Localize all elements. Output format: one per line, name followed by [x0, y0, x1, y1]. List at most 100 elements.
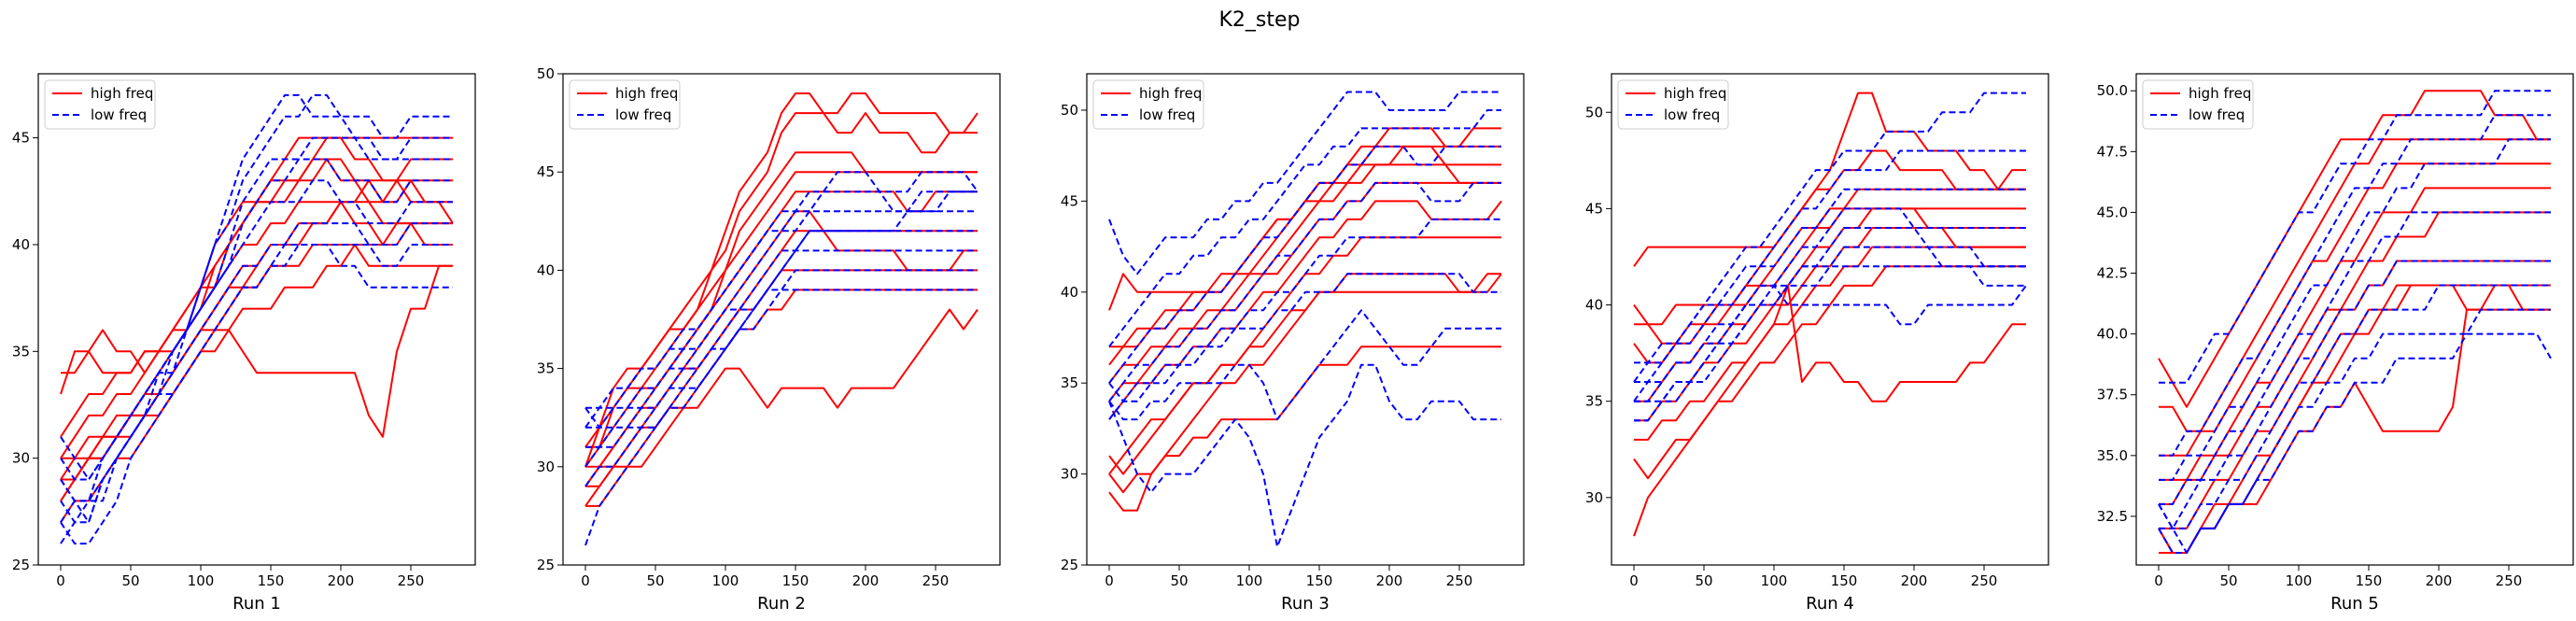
x-tick-label: 100 [188, 572, 215, 589]
high-freq-line-2 [1109, 145, 1501, 348]
y-tick-label: 30 [1061, 466, 1078, 483]
high-freq-line-2 [584, 112, 978, 468]
x-tick-label: 100 [1236, 572, 1263, 589]
high-freq-line-1 [61, 136, 453, 374]
axes-frame [1611, 73, 2049, 566]
axes-frame [1086, 73, 1525, 566]
x-tick-label: 200 [328, 572, 355, 589]
low-freq-line-16 [1108, 273, 1501, 402]
low-freq-line-16 [2158, 308, 2551, 554]
x-tick-label: 200 [1376, 572, 1403, 589]
x-tick-label: 250 [398, 572, 425, 589]
high-freq-line-10 [60, 264, 453, 523]
low-freq-line-14 [1634, 227, 2026, 422]
x-tick-label: 0 [2154, 572, 2163, 589]
y-tick-label: 45.0 [2097, 204, 2128, 220]
low-freq-line-15 [585, 249, 978, 448]
low-freq-line-12 [584, 191, 978, 429]
high-freq-line-9 [585, 289, 978, 487]
x-tick-label: 0 [1629, 572, 1639, 589]
figure-title: K2_step [1218, 8, 1300, 32]
y-tick-label: 35 [1585, 393, 1603, 410]
y-tick-label: 30 [1585, 489, 1603, 506]
low-freq-line-14 [60, 158, 453, 502]
y-tick-label: 40.0 [2097, 326, 2128, 343]
high-freq-line-9 [1108, 273, 1501, 475]
legend-high-label: high freq [615, 85, 678, 102]
x-tick-label: 150 [1306, 572, 1333, 589]
low-freq-line-16 [584, 269, 978, 468]
high-freq-line-8 [1633, 265, 2026, 480]
x-tick-label: 100 [712, 572, 739, 589]
y-tick-label: 25 [12, 557, 30, 573]
low-freq-line-15 [60, 179, 453, 481]
x-tick-label: 250 [1446, 572, 1473, 589]
high-freq-line-5 [61, 201, 453, 459]
low-freq-line-11 [1108, 91, 1501, 275]
legend-low-label: low freq [615, 106, 671, 123]
y-tick-label: 47.5 [2097, 143, 2128, 160]
high-freq-line-8 [2159, 284, 2551, 554]
x-tick-label: 250 [922, 572, 950, 589]
series-group [2158, 90, 2552, 554]
low-freq-line-10 [2159, 90, 2551, 384]
y-tick-label: 40 [537, 261, 555, 278]
x-axis-label: Run 5 [2330, 594, 2379, 614]
low-freq-line-15 [1108, 218, 1501, 420]
subplot-run-4: 0 50 100 150 200 250 30 35 40 45 50 Run 4 high freq l… [1585, 73, 2049, 614]
y-tick-label: 35 [1061, 374, 1078, 391]
low-freq-line-14 [1108, 181, 1501, 402]
y-tick-label: 25 [1061, 557, 1078, 573]
axes-frame [2135, 73, 2574, 566]
high-freq-line-10 [1108, 346, 1501, 494]
legend: high freq low freq [44, 79, 156, 130]
low-freq-line-17 [1634, 284, 2027, 422]
subplot-run-5: 0 50 100 150 200 250 32.5 35.0 37.5 40.0 42.5 45.0 4… [2097, 73, 2574, 614]
x-axis-label: Run 4 [1806, 594, 1854, 614]
legend-high-label: high freq [91, 85, 153, 102]
y-tick-label: 50 [537, 65, 555, 82]
low-freq-line-11 [2159, 114, 2551, 457]
x-tick-label: 200 [1901, 572, 1928, 589]
series-group [1108, 91, 1502, 548]
low-freq-line-16 [1634, 265, 2026, 383]
legend-low-label: low freq [2189, 106, 2245, 123]
low-freq-line-12 [1634, 188, 2026, 364]
x-tick-label: 50 [646, 572, 664, 589]
axes-frame [37, 73, 476, 566]
subplot-run-1: 0 50 100 150 200 250 25 30 35 40 45 Run 1 high freq l… [12, 73, 476, 614]
high-freq-line-7 [1634, 246, 2026, 441]
x-tick-label: 250 [2496, 572, 2523, 589]
low-freq-line-17 [584, 289, 978, 487]
low-freq-line-13 [1108, 145, 1501, 384]
low-freq-line-18 [1108, 363, 1501, 548]
x-tick-label: 0 [56, 572, 65, 589]
low-freq-line-13 [1634, 207, 2026, 402]
y-tick-label: 35 [537, 360, 555, 377]
y-tick-label: 40 [1061, 284, 1078, 301]
legend-high-label: high freq [1664, 85, 1726, 102]
low-freq-line-12 [1108, 109, 1501, 347]
x-tick-label: 250 [1971, 572, 1998, 589]
y-tick-label: 40 [12, 236, 30, 253]
x-tick-label: 50 [1695, 572, 1712, 589]
series-group [60, 93, 454, 545]
x-tick-label: 50 [2219, 572, 2237, 589]
high-freq-line-7 [2158, 284, 2551, 554]
y-tick-label: 35.0 [2097, 447, 2128, 464]
high-freq-line-9 [2158, 284, 2551, 554]
legend-low-label: low freq [1139, 106, 1195, 123]
high-freq-line-4 [1633, 207, 2026, 364]
x-axis-label: Run 2 [757, 594, 806, 614]
low-freq-line-11 [1633, 149, 2026, 383]
y-tick-label: 50 [1061, 102, 1078, 119]
low-freq-line-12 [2159, 138, 2551, 481]
low-freq-line-11 [60, 93, 453, 544]
low-freq-line-18 [60, 244, 453, 524]
x-axis-label: Run 1 [232, 594, 281, 614]
y-tick-label: 45 [537, 163, 555, 180]
legend-high-label: high freq [1139, 85, 1202, 102]
high-freq-line-9 [1633, 284, 2026, 537]
